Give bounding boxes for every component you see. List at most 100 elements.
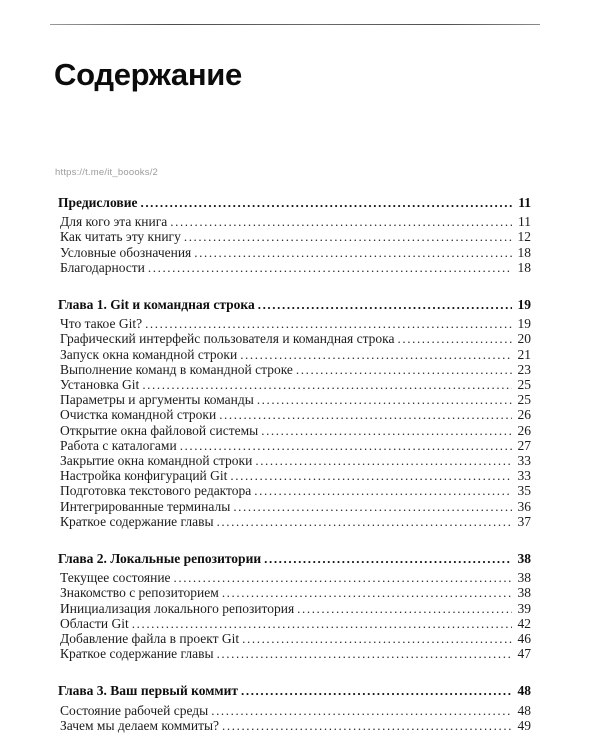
toc-entry-page-number: 38 bbox=[517, 570, 532, 586]
toc-entry-label: Графический интерфейс пользователя и ком… bbox=[60, 331, 395, 347]
toc-entry: Благодарности 18 bbox=[58, 260, 531, 275]
toc-entry-page-number: 47 bbox=[517, 646, 532, 662]
toc-entry-label: Очистка командной строки bbox=[60, 407, 217, 423]
dot-leader bbox=[242, 631, 512, 646]
toc-entry: Интегрированные терминалы 36 bbox=[58, 499, 531, 514]
table-of-contents: Предисловие 11 Для кого эта книга11Как чит… bbox=[58, 195, 531, 733]
toc-entry-label: Добавление файла в проект Git bbox=[60, 631, 240, 647]
dot-leader bbox=[194, 245, 512, 260]
toc-entry-label: Благодарности bbox=[60, 259, 145, 275]
dot-leader bbox=[145, 316, 512, 331]
dot-leader bbox=[211, 703, 512, 718]
toc-entry-label: Области Git bbox=[60, 615, 129, 631]
toc-entry-label: Выполнение команд в командной строке bbox=[60, 361, 293, 377]
dot-leader bbox=[132, 616, 512, 631]
toc-entry-page-number: 48 bbox=[517, 702, 532, 718]
toc-entry: Зачем мы делаем коммиты? 49 bbox=[58, 718, 531, 733]
dot-leader bbox=[258, 297, 512, 312]
toc-entry-page-number: 36 bbox=[517, 498, 532, 514]
header-rule bbox=[50, 24, 540, 25]
toc-section: Предисловие 11 Для кого эта книга11Как чит… bbox=[58, 195, 531, 275]
toc-entry-label: Текущее состояние bbox=[60, 570, 171, 586]
dot-leader bbox=[255, 453, 512, 468]
toc-entry-page-number: 25 bbox=[517, 392, 532, 408]
toc-entry-page-number: 37 bbox=[517, 513, 532, 529]
toc-entry: Состояние рабочей среды 48 bbox=[58, 703, 531, 718]
toc-entry-page-number: 27 bbox=[517, 437, 532, 453]
toc-entry-page-number: 12 bbox=[517, 229, 532, 245]
toc-entry-label: Как читать эту книгу bbox=[60, 229, 181, 245]
toc-section: Глава 2. Локальные репозитории38Текущее … bbox=[58, 551, 531, 661]
toc-entry-label: Установка Git bbox=[60, 377, 140, 393]
toc-entry: Условные обозначения 18 bbox=[58, 245, 531, 260]
dot-leader bbox=[170, 214, 512, 229]
toc-entry-page-number: 19 bbox=[517, 316, 532, 332]
toc-chapter-heading-label: Глава 3. Ваш первый коммит bbox=[58, 683, 238, 699]
dot-leader bbox=[180, 438, 512, 453]
dot-leader bbox=[240, 347, 512, 362]
toc-entry-page-number: 21 bbox=[517, 346, 532, 362]
toc-entry: Очистка командной строки 26 bbox=[58, 407, 531, 422]
page-title: Содержание bbox=[54, 57, 242, 92]
toc-entry-label: Зачем мы делаем коммиты? bbox=[60, 717, 220, 733]
dot-leader bbox=[297, 601, 512, 616]
dot-leader bbox=[264, 551, 512, 566]
toc-entry: Знакомство с репозиторием 38 bbox=[58, 585, 531, 600]
dot-leader bbox=[296, 362, 512, 377]
dot-leader bbox=[217, 646, 512, 661]
toc-entry: Что такое Git? 19 bbox=[58, 316, 531, 331]
dot-leader bbox=[222, 585, 512, 600]
dot-leader bbox=[233, 499, 512, 514]
toc-entry-label: Инициализация локального репозитория bbox=[60, 600, 295, 616]
toc-entry-label: Работа с каталогами bbox=[60, 437, 177, 453]
toc-chapter-heading: Глава 1. Git и командная строка 19 bbox=[58, 297, 531, 312]
toc-entry-page-number: 42 bbox=[517, 615, 532, 631]
toc-entry-page-number: 33 bbox=[517, 453, 532, 469]
toc-section: Глава 3. Ваш первый коммит48Состояние ра… bbox=[58, 683, 531, 733]
dot-leader bbox=[257, 392, 512, 407]
toc-entry-label: Что такое Git? bbox=[60, 316, 143, 332]
toc-entry-label: Знакомство с репозиторием bbox=[60, 585, 219, 601]
dot-leader bbox=[174, 570, 512, 585]
toc-entry: Закрытие окна командной строки 33 bbox=[58, 453, 531, 468]
dot-leader bbox=[398, 331, 512, 346]
toc-entry-page-number: 20 bbox=[517, 331, 532, 347]
toc-chapter-heading-label: Предисловие bbox=[58, 195, 138, 210]
toc-chapter-heading-page-number: 48 bbox=[517, 683, 532, 699]
toc-entry: Инициализация локального репозитория 39 bbox=[58, 601, 531, 616]
toc-entry: Для кого эта книга 11 bbox=[58, 214, 531, 229]
toc-chapter-heading-page-number: 38 bbox=[517, 551, 532, 567]
dot-leader bbox=[261, 423, 512, 438]
dot-leader bbox=[184, 229, 512, 244]
watermark-url: https://t.me/it_boooks/2 bbox=[55, 167, 159, 178]
toc-entry-page-number: 39 bbox=[517, 600, 532, 616]
toc-entry: Области Git 42 bbox=[58, 616, 531, 631]
toc-chapter-heading: Глава 3. Ваш первый коммит 48 bbox=[58, 683, 531, 698]
toc-chapter-heading: Предисловие 11 bbox=[58, 195, 531, 210]
toc-entry: Параметры и аргументы команды 25 bbox=[58, 392, 531, 407]
dot-leader bbox=[222, 718, 512, 733]
toc-entry-label: Параметры и аргументы команды bbox=[60, 392, 254, 408]
toc-entry: Добавление файла в проект Git 46 bbox=[58, 631, 531, 646]
toc-entry-page-number: 26 bbox=[517, 407, 532, 423]
toc-entry: Настройка конфигураций Git 33 bbox=[58, 468, 531, 483]
toc-chapter-heading-page-number: 19 bbox=[517, 297, 532, 313]
toc-entry: Как читать эту книгу 12 bbox=[58, 229, 531, 244]
dot-leader bbox=[142, 377, 512, 392]
toc-entry-label: Подготовка текстового редактора bbox=[60, 483, 252, 499]
toc-entry-page-number: 33 bbox=[517, 468, 532, 484]
toc-entry: Запуск окна командной строки 21 bbox=[58, 347, 531, 362]
toc-entry-label: Для кого эта книга bbox=[60, 214, 168, 230]
toc-entry: Текущее состояние 38 bbox=[58, 570, 531, 585]
toc-entry-page-number: 38 bbox=[517, 585, 532, 601]
dot-leader bbox=[219, 407, 512, 422]
toc-section: Глава 1. Git и командная строка19 Что так… bbox=[58, 297, 531, 529]
dot-leader bbox=[254, 483, 512, 498]
dot-leader bbox=[148, 260, 512, 275]
toc-entry: Краткое содержание главы 37 bbox=[58, 514, 531, 529]
toc-chapter-heading-page-number: 11 bbox=[518, 195, 531, 210]
dot-leader bbox=[241, 683, 512, 698]
toc-entry-label: Интегрированные терминалы bbox=[60, 498, 231, 514]
toc-entry-page-number: 18 bbox=[517, 259, 532, 275]
